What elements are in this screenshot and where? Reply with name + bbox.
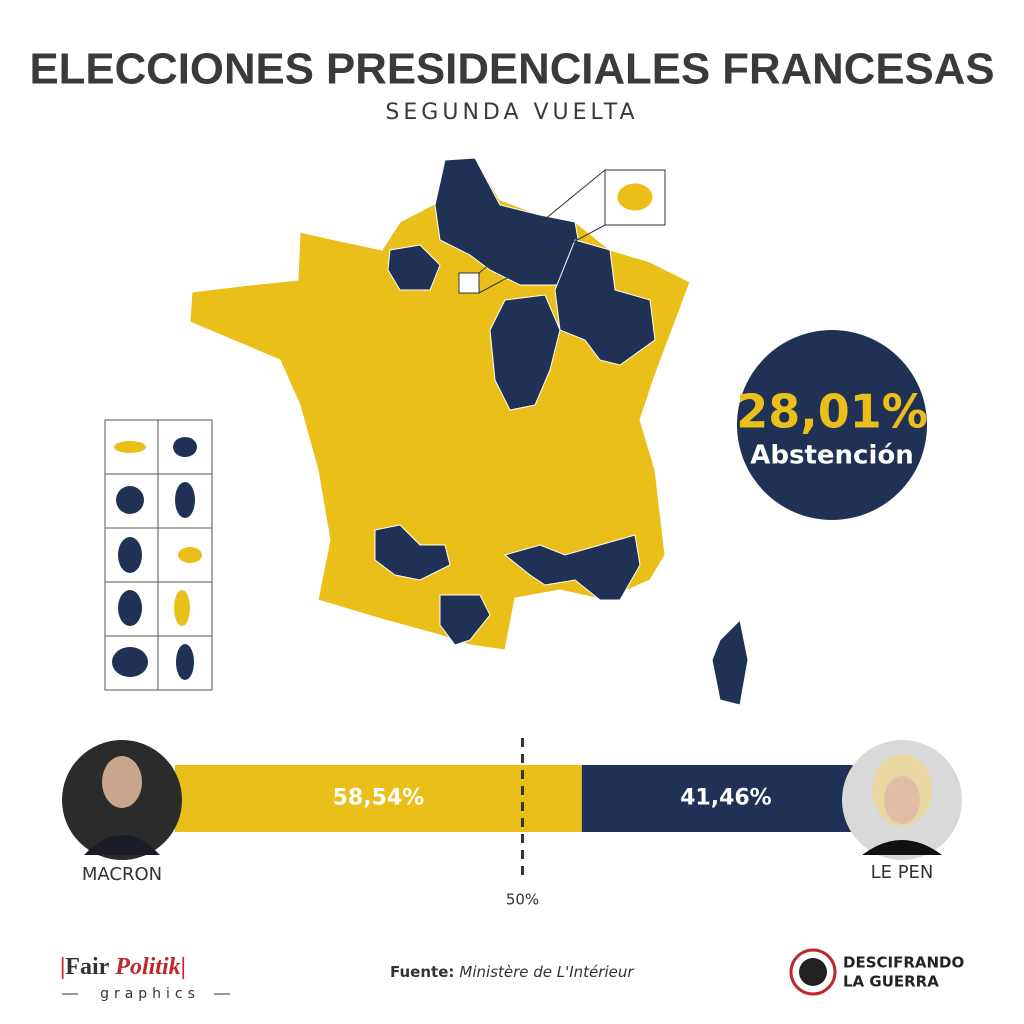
partner-logo: [789, 948, 837, 996]
title: ELECCIONES PRESIDENCIALES FRANCESAS: [30, 45, 995, 94]
result-bar: 58,54% 41,46% 50% MACRON LE PEN: [82, 738, 934, 909]
midpoint-label: 50%: [506, 891, 539, 909]
macron-photo: [62, 740, 182, 860]
brand: |Fair Politik|: [60, 954, 186, 980]
bar-label: 58,54%: [333, 786, 425, 811]
bar-segment: [581, 765, 870, 832]
abstention-caption: Abstención: [750, 441, 913, 471]
abstention-value: 28,01%: [736, 385, 928, 439]
bar-segment: [175, 765, 582, 832]
source-label: Fuente:: [390, 963, 454, 981]
partner-line1: DESCIFRANDO: [843, 954, 964, 972]
source-name: Ministère de L'Intérieur: [459, 963, 634, 981]
brand-sub: graphics: [100, 986, 200, 1002]
candidate-name: LE PEN: [871, 862, 934, 883]
overseas-insets: [104, 419, 213, 691]
brand-accent: Politik: [114, 954, 180, 980]
partner-line2: LA GUERRA: [843, 973, 939, 991]
subtitle: SEGUNDA VUELTA: [385, 100, 638, 125]
lepen-photo: [842, 740, 962, 860]
bar-label: 41,46%: [680, 786, 772, 811]
source: Fuente: Ministère de L'Intérieur: [390, 963, 634, 981]
map: [189, 157, 749, 706]
abstention-badge: [737, 330, 927, 520]
candidate-name: MACRON: [82, 864, 162, 885]
brand-name: Fair: [65, 954, 109, 980]
